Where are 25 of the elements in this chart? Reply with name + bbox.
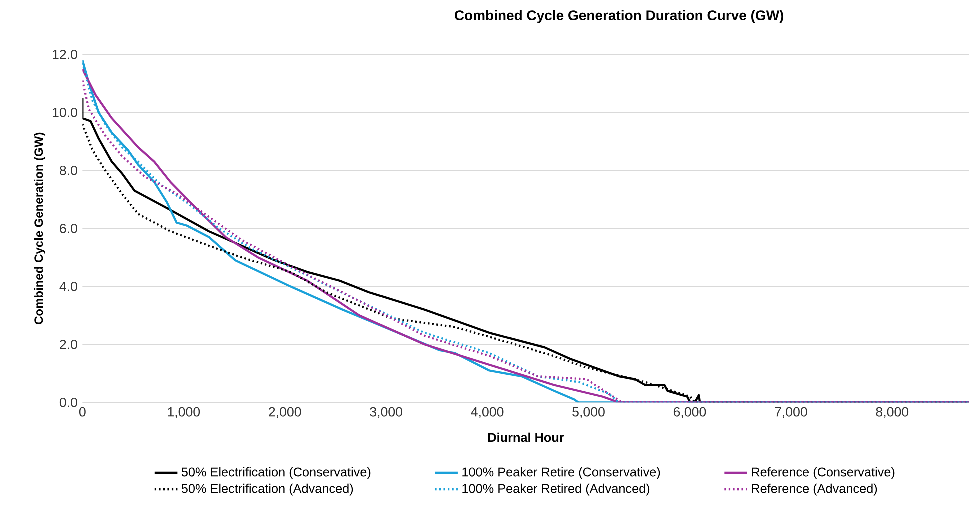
legend-label: 100% Peaker Retired (Advanced) bbox=[462, 484, 650, 496]
x-tick-label: 0 bbox=[79, 407, 86, 417]
y-axis-title: Combined Cycle Generation (GW) bbox=[34, 132, 46, 324]
x-tick-label: 4,000 bbox=[471, 407, 504, 418]
y-tick-label: 6.0 bbox=[60, 224, 78, 234]
y-tick-label: 8.0 bbox=[60, 166, 78, 176]
legend-label: 50% Electrification (Conservative) bbox=[182, 467, 371, 480]
legend-label: 50% Electrification (Advanced) bbox=[182, 484, 354, 496]
legend-label: Reference (Conservative) bbox=[752, 467, 895, 480]
x-tick-label: 3,000 bbox=[370, 407, 402, 418]
y-tick-label: 0.0 bbox=[60, 398, 78, 408]
chart-title: Combined Cycle Generation Duration Curve (GW) bbox=[454, 10, 784, 24]
legend-label: Reference (Advanced) bbox=[752, 484, 878, 496]
x-tick-label: 7,000 bbox=[775, 407, 808, 418]
x-tick-label: 6,000 bbox=[674, 407, 706, 418]
y-tick-label: 10.0 bbox=[53, 108, 78, 118]
x-tick-label: 5,000 bbox=[572, 407, 605, 418]
y-tick-label: 2.0 bbox=[60, 340, 78, 350]
y-tick-label: 12.0 bbox=[53, 50, 78, 60]
x-tick-label: 2,000 bbox=[269, 407, 302, 418]
y-tick-label: 4.0 bbox=[60, 282, 78, 292]
x-axis-title: Diurnal Hour bbox=[488, 432, 564, 442]
x-tick-label: 8,000 bbox=[876, 407, 909, 418]
x-tick-label: 1,000 bbox=[168, 407, 200, 418]
legend-label: 100% Peaker Retire (Conservative) bbox=[462, 467, 660, 480]
